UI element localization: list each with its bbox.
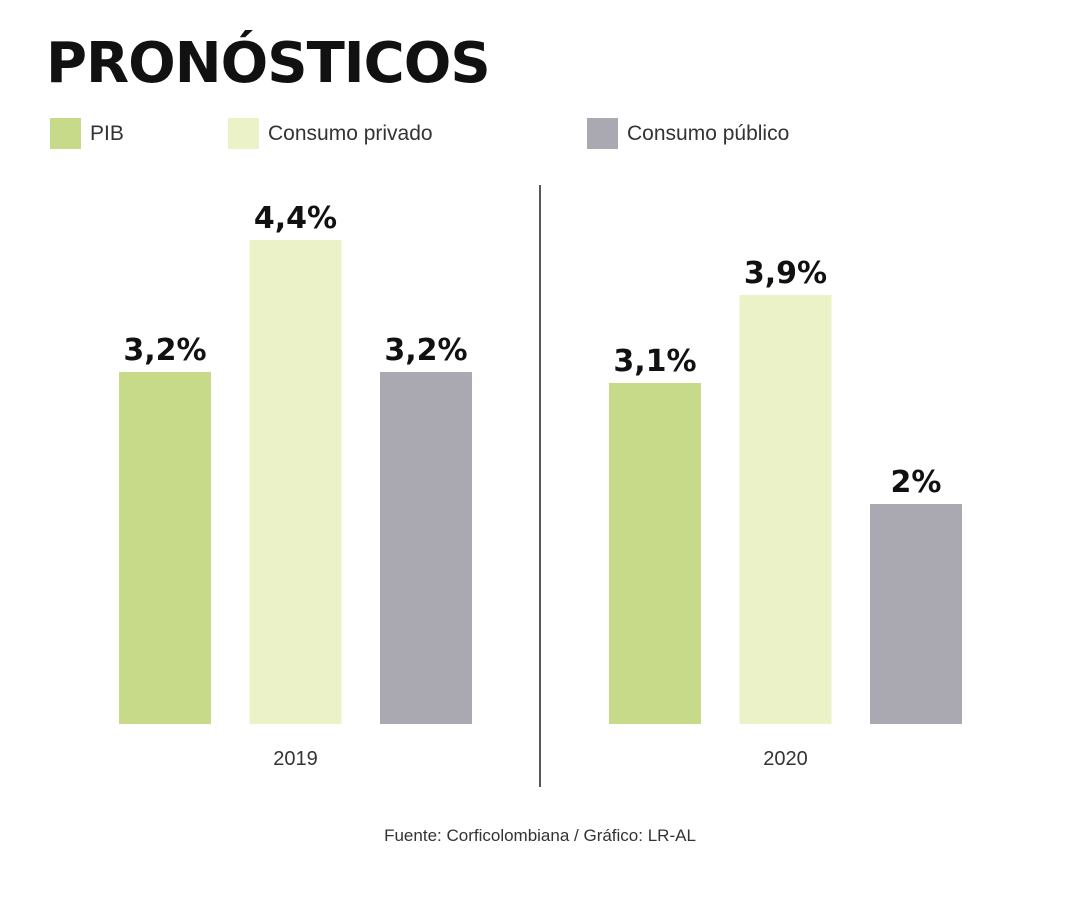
bar-pib-2020: [609, 383, 701, 724]
data-label-pib-2020: 3,1%: [613, 344, 696, 379]
data-label-pib-2019: 3,2%: [123, 333, 206, 368]
data-label-consumo-p-blico-2019: 3,2%: [384, 333, 467, 368]
legend-swatch-consumo-publico: [587, 118, 618, 149]
bar-consumo-p-blico-2020: [870, 504, 962, 724]
data-label-consumo-privado-2019: 4,4%: [254, 201, 337, 236]
data-label-consumo-privado-2020: 3,9%: [744, 256, 827, 291]
source-note: Fuente: Corficolombiana / Gráfico: LR-AL: [384, 826, 696, 845]
legend-label-consumo-privado: Consumo privado: [268, 122, 433, 145]
bar-consumo-p-blico-2019: [380, 372, 472, 724]
legend-label-consumo-publico: Consumo público: [627, 122, 790, 145]
legend-label-pib: PIB: [90, 122, 124, 145]
legend-swatch-consumo-privado: [228, 118, 259, 149]
data-label-consumo-p-blico-2020: 2%: [891, 465, 942, 500]
legend: PIB Consumo privado Consumo público: [0, 118, 1080, 152]
bar-pib-2019: [119, 372, 211, 724]
category-label-2019: 2019: [273, 748, 318, 770]
chart-title: PRONÓSTICOS: [46, 31, 491, 96]
bar-consumo-privado-2019: [249, 240, 342, 724]
bar-consumo-privado-2020: [739, 295, 832, 724]
category-label-2020: 2020: [763, 748, 808, 770]
legend-swatch-pib: [50, 118, 81, 149]
